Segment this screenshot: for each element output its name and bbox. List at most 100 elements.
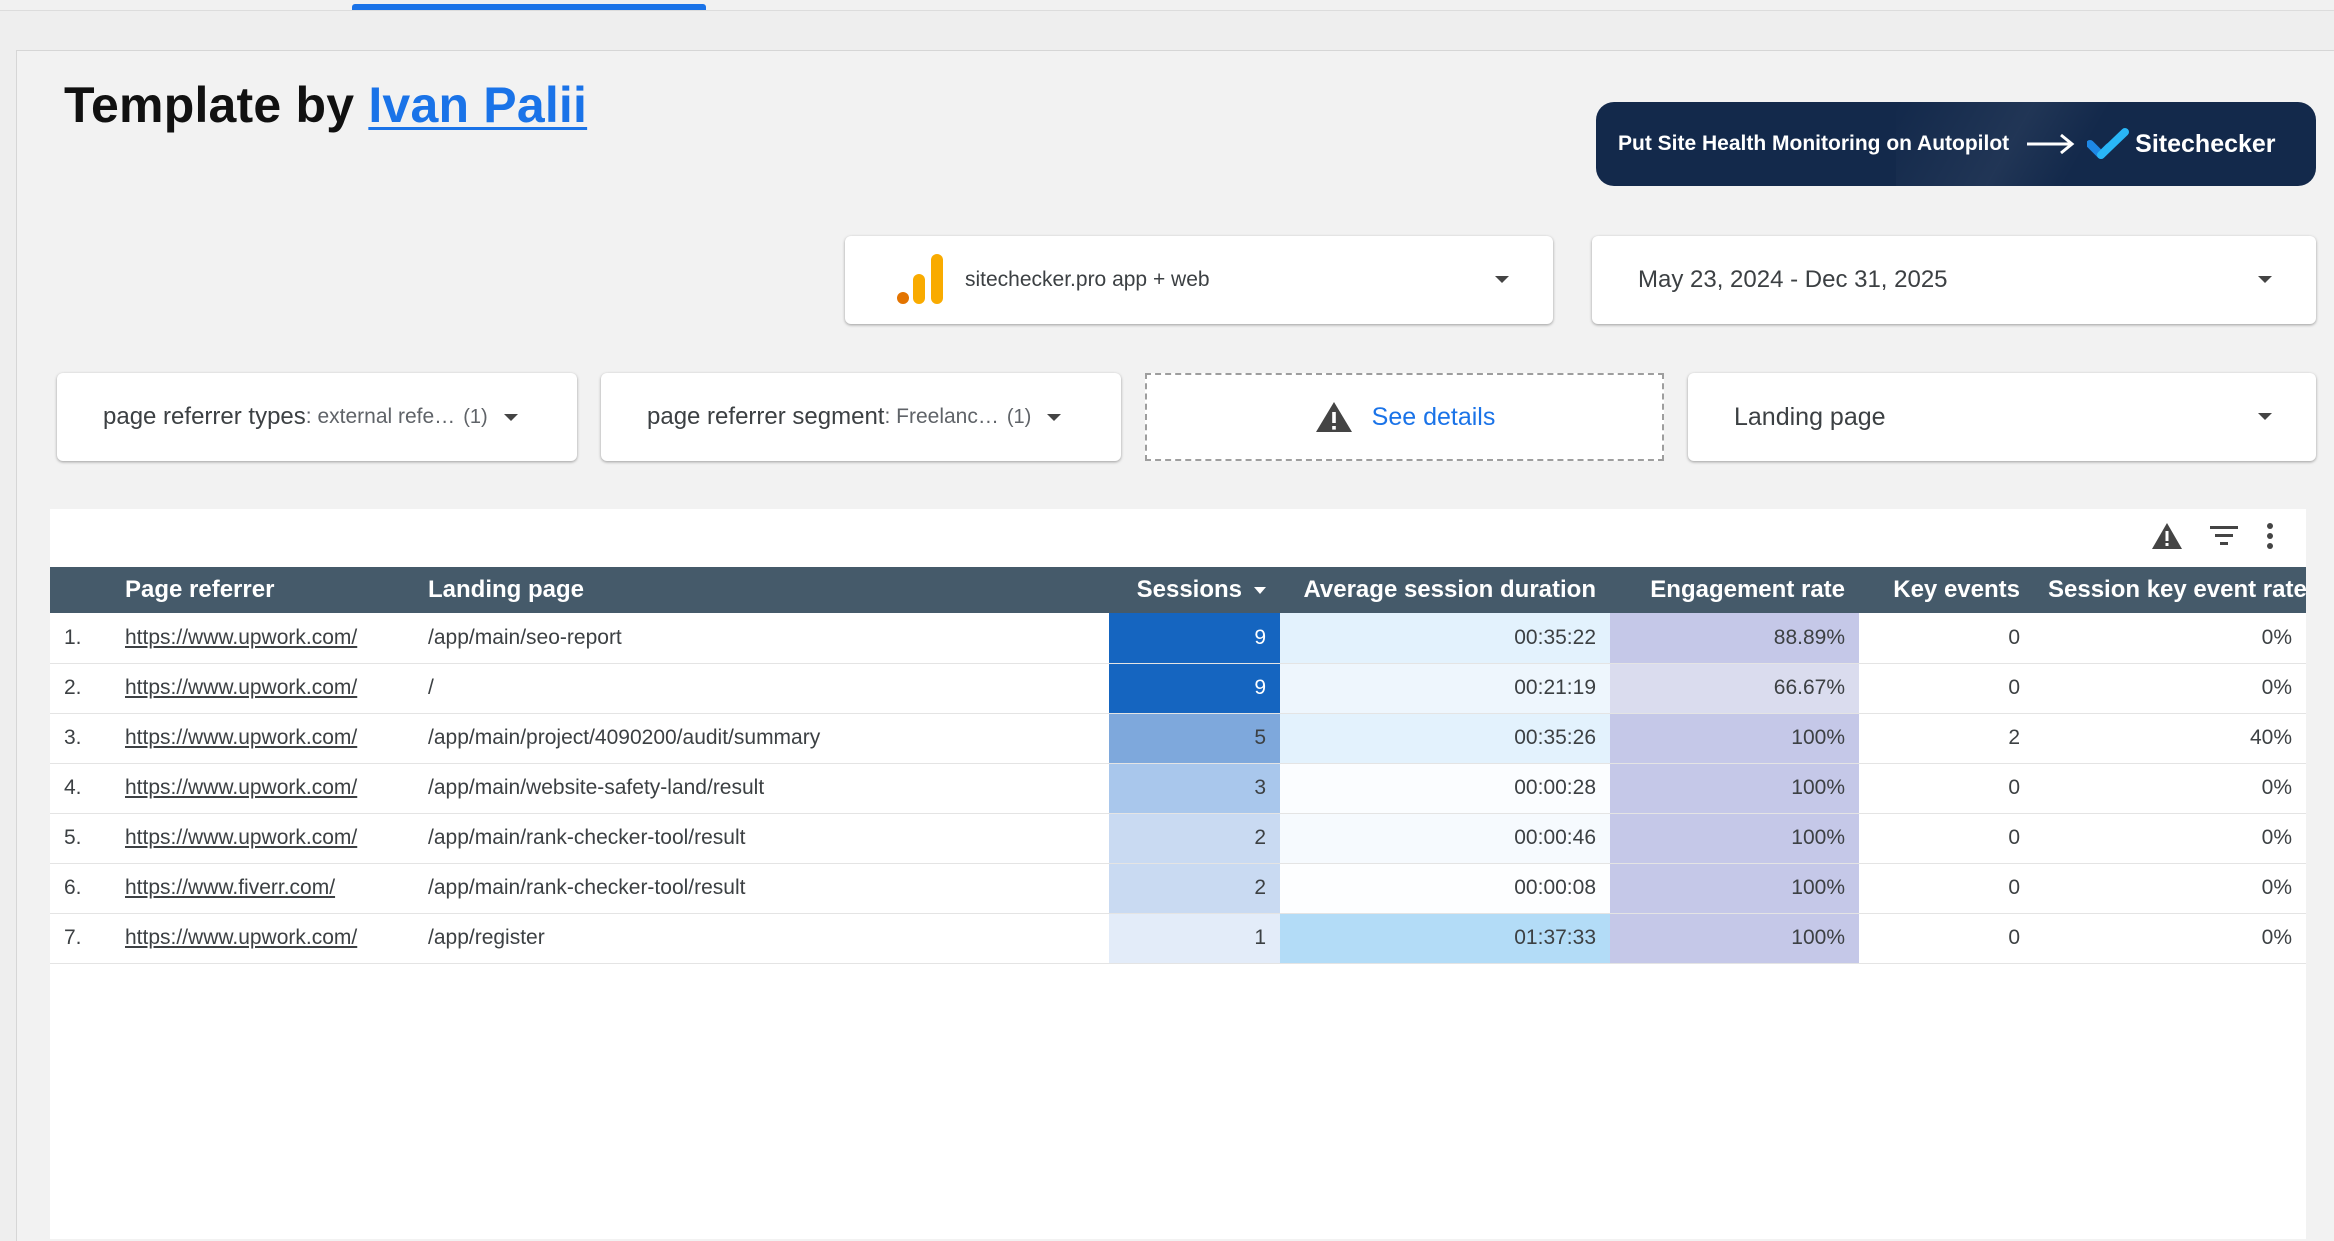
session-key-event-rate-cell: 0% bbox=[2034, 863, 2306, 914]
avg-duration-cell: 00:35:26 bbox=[1280, 713, 1610, 764]
table-row[interactable]: 3. https://www.upwork.com//app/main/proje… bbox=[50, 713, 2306, 764]
warning-icon bbox=[1315, 402, 1352, 432]
key-events-cell: 0 bbox=[1859, 863, 2034, 914]
google-analytics-icon bbox=[897, 254, 943, 304]
engagement-rate-cell: 100% bbox=[1610, 813, 1859, 864]
date-range-picker[interactable]: May 23, 2024 - Dec 31, 2025 bbox=[1592, 236, 2316, 324]
filter-page-referrer-types[interactable]: page referrer types : external refe… (1) bbox=[57, 373, 577, 461]
table-row[interactable]: 7. https://www.upwork.com//app/register 1 0… bbox=[50, 913, 2306, 964]
landing-page-cell: /app/main/seo-report bbox=[414, 613, 1109, 664]
landing-page-cell: /app/main/project/4090200/audit/summary bbox=[414, 713, 1109, 764]
page-referrer-cell[interactable]: https://www.upwork.com/ bbox=[111, 763, 414, 814]
avg-duration-cell: 00:35:22 bbox=[1280, 613, 1610, 664]
filter-value: : external refe… bbox=[305, 405, 456, 428]
session-key-event-rate-cell: 0% bbox=[2034, 613, 2306, 664]
author-link[interactable]: Ivan Palii bbox=[368, 77, 588, 133]
chevron-down-icon bbox=[2258, 413, 2272, 420]
active-tab-indicator[interactable] bbox=[352, 4, 706, 10]
column-header-sessions[interactable]: Sessions bbox=[1109, 567, 1280, 613]
landing-page-cell: / bbox=[414, 663, 1109, 714]
avg-duration-cell: 00:00:28 bbox=[1280, 763, 1610, 814]
avg-duration-cell: 01:37:33 bbox=[1280, 913, 1610, 964]
filter-count: (1) bbox=[1006, 405, 1032, 428]
key-events-cell: 2 bbox=[1859, 713, 2034, 764]
key-events-cell: 0 bbox=[1859, 763, 2034, 814]
row-index: 3. bbox=[50, 713, 111, 764]
column-header-engagement-rate[interactable]: Engagement rate bbox=[1610, 567, 1859, 613]
table-row[interactable]: 5. https://www.upwork.com//app/main/rank-… bbox=[50, 813, 2306, 864]
column-header-page-referrer[interactable]: Page referrer bbox=[111, 567, 414, 613]
sessions-cell: 3 bbox=[1109, 763, 1280, 814]
table-header-row: Page referrer Landing page Sessions Aver… bbox=[50, 567, 2306, 613]
filter-label: page referrer types bbox=[103, 403, 306, 430]
data-source-selector[interactable]: sitechecker.pro app + web bbox=[845, 236, 1553, 324]
top-tab-bar bbox=[0, 0, 2334, 11]
landing-page-cell: /app/main/rank-checker-tool/result bbox=[414, 813, 1109, 864]
chevron-down-icon bbox=[1047, 413, 1062, 421]
engagement-rate-cell: 88.89% bbox=[1610, 613, 1859, 664]
table-row[interactable]: 6. https://www.fiverr.com//app/main/rank-… bbox=[50, 863, 2306, 914]
engagement-rate-cell: 100% bbox=[1610, 863, 1859, 914]
session-key-event-rate-cell: 40% bbox=[2034, 713, 2306, 764]
table-row[interactable]: 1. https://www.upwork.com//app/main/seo-r… bbox=[50, 613, 2306, 664]
data-source-label: sitechecker.pro app + web bbox=[965, 268, 1210, 291]
row-index: 1. bbox=[50, 613, 111, 664]
column-header-landing-page[interactable]: Landing page bbox=[414, 567, 1109, 613]
sessions-cell: 9 bbox=[1109, 613, 1280, 664]
key-events-cell: 0 bbox=[1859, 913, 2034, 964]
avg-duration-cell: 00:00:46 bbox=[1280, 813, 1610, 864]
filter-count: (1) bbox=[463, 405, 488, 428]
filter-landing-page[interactable]: Landing page bbox=[1688, 373, 2316, 461]
page-referrer-cell[interactable]: https://www.upwork.com/ bbox=[111, 663, 414, 714]
table-toolbar bbox=[2150, 521, 2276, 551]
long-arrow-right-icon bbox=[2027, 133, 2075, 155]
sitechecker-banner[interactable]: Put Site Health Monitoring on Autopilot … bbox=[1596, 102, 2316, 186]
row-index: 6. bbox=[50, 863, 111, 914]
row-index: 4. bbox=[50, 763, 111, 814]
date-range-label: May 23, 2024 - Dec 31, 2025 bbox=[1638, 266, 1948, 293]
filter-page-referrer-segment[interactable]: page referrer segment : Freelanc… (1) bbox=[601, 373, 1121, 461]
chevron-down-icon bbox=[503, 413, 518, 421]
row-index: 2. bbox=[50, 663, 111, 714]
page-referrer-cell[interactable]: https://www.upwork.com/ bbox=[111, 713, 414, 764]
sort-descending-icon bbox=[1254, 587, 1266, 595]
filter-label: Landing page bbox=[1734, 402, 1886, 431]
data-table-card: Page referrer Landing page Sessions Aver… bbox=[50, 509, 2306, 1239]
avg-duration-cell: 00:00:08 bbox=[1280, 863, 1610, 914]
avg-duration-cell: 00:21:19 bbox=[1280, 663, 1610, 714]
more-vert-icon[interactable] bbox=[2264, 521, 2276, 551]
table-row[interactable]: 2. https://www.upwork.com//9 00:21:19 66.67… bbox=[50, 663, 2306, 714]
warning-icon[interactable] bbox=[2150, 521, 2184, 551]
landing-page-cell: /app/main/rank-checker-tool/result bbox=[414, 863, 1109, 914]
table-row[interactable]: 4. https://www.upwork.com//app/main/websi… bbox=[50, 763, 2306, 814]
sessions-cell: 2 bbox=[1109, 813, 1280, 864]
see-details-panel[interactable]: See details bbox=[1145, 373, 1664, 461]
session-key-event-rate-cell: 0% bbox=[2034, 813, 2306, 864]
table-body: 1. https://www.upwork.com//app/main/seo-r… bbox=[50, 613, 2306, 964]
column-header-key-events[interactable]: Key events bbox=[1859, 567, 2034, 613]
page-title: Template by Ivan Palii bbox=[64, 76, 587, 134]
key-events-cell: 0 bbox=[1859, 813, 2034, 864]
column-header-session-key-event-rate[interactable]: Session key event rate bbox=[2034, 567, 2306, 613]
sessions-table: Page referrer Landing page Sessions Aver… bbox=[50, 567, 2306, 964]
chevron-down-icon bbox=[2258, 276, 2272, 283]
page-referrer-cell[interactable]: https://www.upwork.com/ bbox=[111, 813, 414, 864]
session-key-event-rate-cell: 0% bbox=[2034, 663, 2306, 714]
sessions-header-label: Sessions bbox=[1136, 576, 1242, 603]
engagement-rate-cell: 100% bbox=[1610, 763, 1859, 814]
sessions-cell: 5 bbox=[1109, 713, 1280, 764]
page-referrer-cell[interactable]: https://www.fiverr.com/ bbox=[111, 863, 414, 914]
filter-icon[interactable] bbox=[2208, 523, 2240, 549]
filter-value: : Freelanc… bbox=[884, 405, 999, 428]
key-events-cell: 0 bbox=[1859, 663, 2034, 714]
page-referrer-cell[interactable]: https://www.upwork.com/ bbox=[111, 913, 414, 964]
engagement-rate-cell: 100% bbox=[1610, 713, 1859, 764]
brand-name: Sitechecker bbox=[2135, 129, 2276, 158]
checkmark-logo-icon bbox=[2087, 128, 2130, 159]
page-referrer-cell[interactable]: https://www.upwork.com/ bbox=[111, 613, 414, 664]
engagement-rate-cell: 100% bbox=[1610, 913, 1859, 964]
column-header-avg-duration[interactable]: Average session duration bbox=[1280, 567, 1610, 613]
sessions-cell: 1 bbox=[1109, 913, 1280, 964]
landing-page-cell: /app/register bbox=[414, 913, 1109, 964]
see-details-link[interactable]: See details bbox=[1371, 402, 1496, 431]
